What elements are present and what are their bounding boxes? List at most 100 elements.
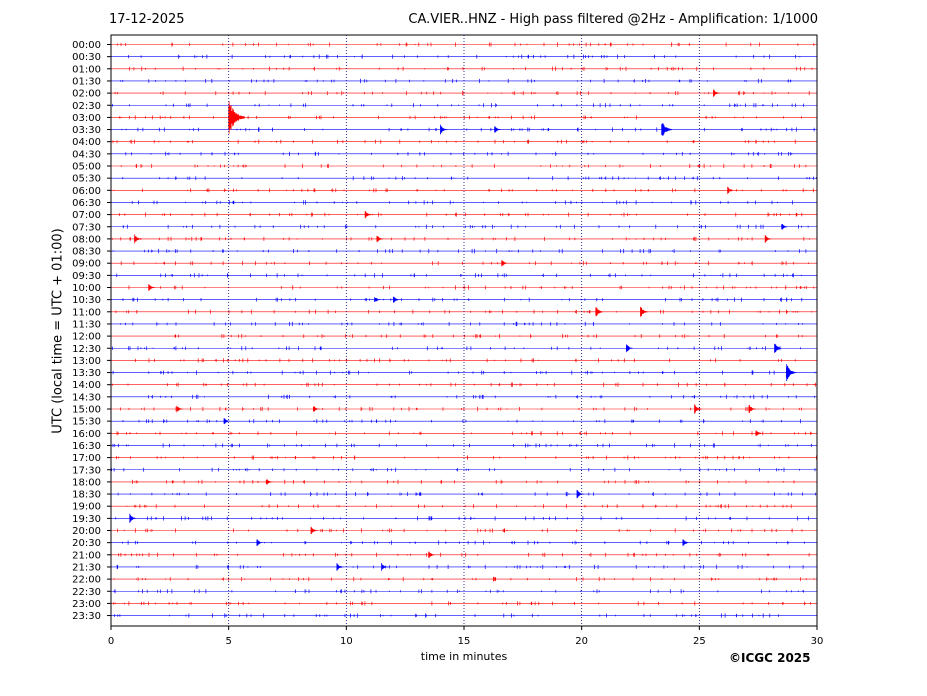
event-burst [494, 126, 502, 133]
x-axis-label: time in minutes [420, 650, 508, 663]
trace-noise-1030 [122, 297, 803, 302]
trace-noise-1200 [174, 333, 803, 339]
event-burst [440, 124, 448, 135]
trace-noise-1500 [120, 406, 802, 412]
trace-noise-2030 [122, 540, 805, 545]
event-burst [786, 364, 797, 381]
trace-noise-1700 [116, 455, 817, 460]
trace-noise-1630 [112, 443, 812, 448]
y-axis-label: UTC (local time = UTC + 01:00) [50, 228, 66, 434]
trace-noise-0030 [128, 54, 801, 59]
y-tick-label: 06:00 [72, 186, 101, 197]
y-tick-label: 12:00 [72, 332, 101, 343]
y-tick-label: 20:30 [72, 538, 101, 549]
y-tick-label: 07:30 [72, 222, 101, 233]
y-tick-label: 21:30 [72, 562, 101, 573]
y-tick-label: 12:30 [72, 344, 101, 355]
x-tick-label: 5 [225, 636, 231, 647]
x-tick-label: 15 [458, 636, 471, 647]
trace-noise-1430 [148, 394, 815, 399]
event-burst [336, 563, 344, 571]
trace-noise-0230 [112, 103, 804, 108]
trace-noise-0100 [128, 66, 813, 71]
trace-noise-1000 [128, 285, 815, 290]
event-burst [376, 235, 384, 243]
trace-noise-0000 [116, 42, 815, 47]
x-tick-label: 20 [575, 636, 588, 647]
y-tick-label: 23:30 [72, 611, 101, 622]
trace-noise-0130 [119, 78, 792, 84]
trace-noise-0700 [118, 212, 803, 217]
trace-noise-0900 [120, 261, 809, 266]
event-burst [364, 210, 372, 219]
x-tick-label: 25 [693, 636, 706, 647]
event-burst [595, 307, 604, 317]
event-burst [129, 513, 138, 523]
trace-noise-1300 [135, 358, 796, 363]
y-tick-label: 01:30 [72, 76, 101, 87]
event-burst [228, 101, 245, 134]
y-tick-label: 22:30 [72, 587, 101, 598]
y-tick-label: 02:30 [72, 101, 101, 112]
y-tick-label: 13:00 [72, 356, 101, 367]
y-tick-label: 14:30 [72, 392, 101, 403]
event-burst [576, 490, 585, 499]
x-tick-label: 10 [340, 636, 353, 647]
y-tick-label: 04:00 [72, 137, 101, 148]
chart-title: CA.VIER..HNZ - High pass filtered @2Hz -… [408, 12, 818, 27]
trace-noise-0430 [125, 151, 793, 156]
event-burst [748, 404, 756, 414]
y-tick-label: 09:30 [72, 271, 101, 282]
event-burst [134, 234, 142, 244]
event-burst [727, 186, 735, 194]
event-burst [626, 344, 634, 353]
y-tick-label: 18:30 [72, 490, 101, 501]
y-tick-label: 03:30 [72, 125, 101, 136]
y-tick-label: 13:30 [72, 368, 101, 379]
event-burst [764, 235, 772, 243]
y-tick-label: 05:30 [72, 174, 101, 185]
trace-noise-1330 [112, 370, 816, 375]
y-tick-label: 23:00 [72, 599, 101, 610]
event-burst [781, 224, 789, 230]
plot-frame [110, 34, 818, 627]
y-tick-label: 14:00 [72, 380, 101, 391]
event-burst [501, 260, 509, 267]
trace-noise-2230 [113, 589, 804, 594]
y-tick-label: 19:30 [72, 514, 101, 525]
copyright-label: ©ICGC 2025 [729, 651, 811, 665]
trace-noise-2300 [113, 601, 812, 606]
y-tick-label: 17:00 [72, 453, 101, 464]
y-tick-label: 15:00 [72, 405, 101, 416]
event-burst [661, 123, 672, 136]
y-tick-label: 01:00 [72, 64, 101, 75]
trace-noise-1130 [120, 321, 818, 327]
y-tick-label: 18:00 [72, 477, 101, 488]
trace-noise-1730 [111, 467, 816, 472]
trace-noise-1830 [117, 491, 816, 497]
event-burst [313, 406, 320, 412]
trace-noise-0730 [122, 224, 809, 229]
trace-noise-1930 [115, 516, 809, 521]
trace-noise-2130 [116, 564, 804, 570]
trace-noise-0300 [119, 115, 802, 120]
trace-noise-0500 [120, 163, 807, 169]
y-tick-label: 11:00 [72, 307, 101, 318]
event-burst [713, 89, 721, 97]
x-axis: 0 5 10 15 20 25 30 [108, 626, 823, 647]
y-tick-label: 08:30 [72, 247, 101, 258]
y-tick-label: 17:30 [72, 465, 101, 476]
y-tick-label: 21:00 [72, 550, 101, 561]
event-burst [428, 551, 436, 559]
y-tick-label: 00:00 [72, 40, 101, 51]
trace-noise-2200 [113, 576, 815, 582]
trace-noise-1900 [126, 504, 792, 509]
y-tick-label: 03:00 [72, 113, 101, 124]
y-tick-label: 16:30 [72, 441, 101, 452]
x-tick-label: 0 [108, 636, 114, 647]
date-label: 17-12-2025 [109, 12, 185, 27]
trace-noise-0630 [131, 200, 793, 205]
trace-noise-0530 [122, 176, 817, 181]
